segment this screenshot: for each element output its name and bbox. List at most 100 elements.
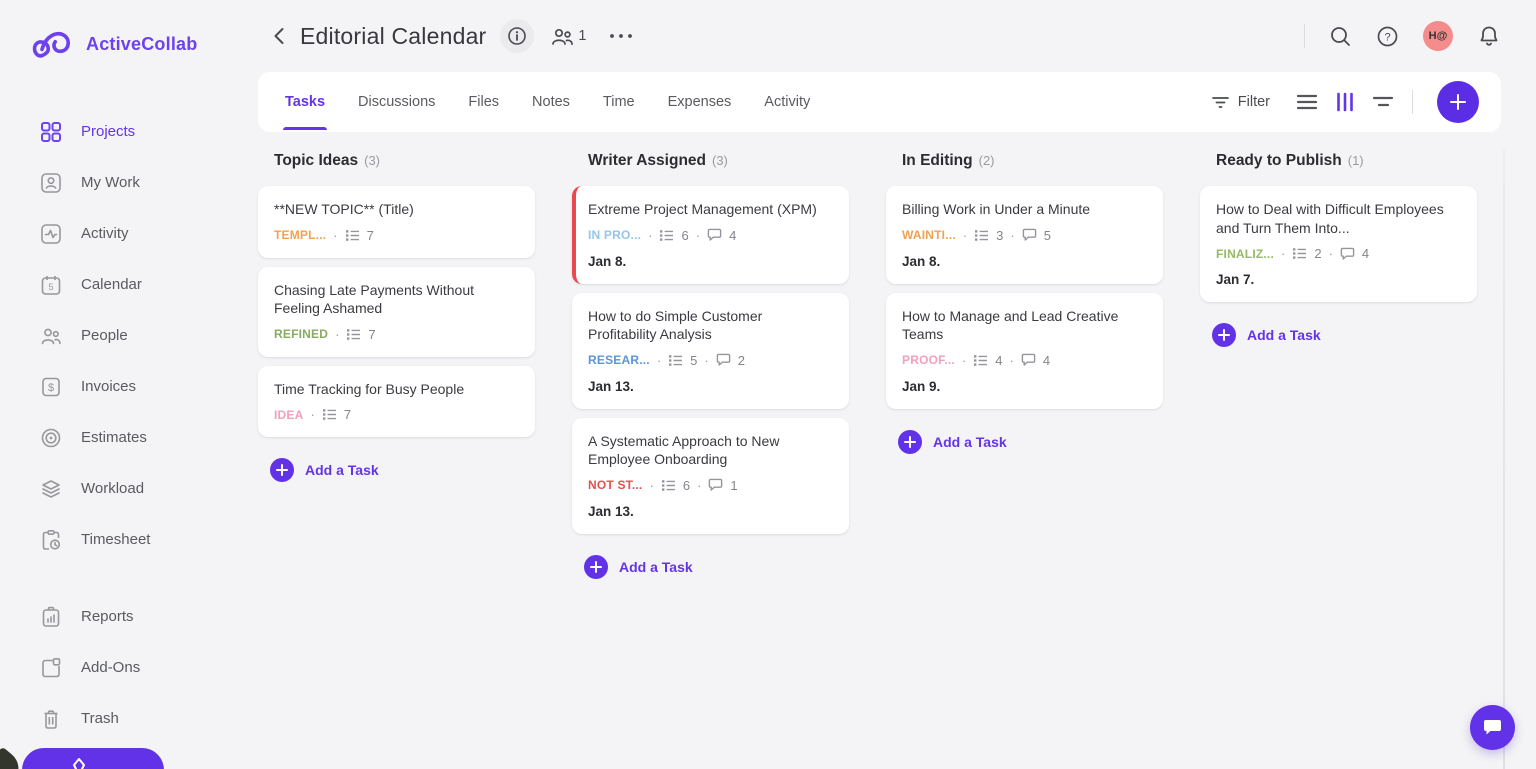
separator: · — [1010, 227, 1015, 243]
column-title: In Editing — [902, 152, 973, 169]
tab-activity[interactable]: Activity — [764, 94, 811, 110]
sidebar-item-projects[interactable]: Projects — [0, 106, 258, 157]
add-button[interactable] — [1437, 81, 1479, 123]
column-header: In Editing (2) — [886, 152, 1163, 170]
task-label: TEMPL... — [274, 228, 327, 242]
separator: · — [335, 326, 340, 342]
task-meta: NOT ST... · 6 · 1 — [588, 478, 833, 493]
sidebar-item-activity[interactable]: Activity — [0, 208, 258, 259]
chat-button[interactable] — [1470, 705, 1515, 750]
help-icon[interactable]: ? — [1376, 25, 1399, 48]
main-content: Editorial Calendar 1 ? H@ — [258, 0, 1501, 579]
sidebar-item-people[interactable]: People — [0, 310, 258, 361]
task-card[interactable]: How to Deal with Difficult Employees and… — [1200, 186, 1477, 302]
notifications-bell-icon[interactable] — [1477, 24, 1501, 48]
more-options-button[interactable] — [609, 33, 633, 39]
board-column-ready-to-publish: Ready to Publish (1) How to Deal with Di… — [1200, 152, 1477, 347]
task-title: Time Tracking for Busy People — [274, 380, 465, 397]
checklist-icon — [659, 228, 674, 243]
sidebar-item-trash[interactable]: Trash — [0, 693, 258, 744]
gem-icon — [66, 757, 92, 769]
board-column-in-editing: In Editing (2) Billing Work in Under a M… — [886, 152, 1163, 454]
subtask-count: 6 — [681, 227, 689, 243]
task-label: IDEA — [274, 407, 304, 422]
task-card[interactable]: **NEW TOPIC** (Title) TEMPL... · 7 — [258, 186, 535, 258]
column-title: Topic Ideas — [274, 152, 359, 169]
sidebar-item-label: Estimates — [81, 429, 147, 446]
tab-notes[interactable]: Notes — [532, 94, 570, 110]
sidebar-item-label: Workload — [81, 480, 145, 497]
add-task-button[interactable]: Add a Task — [898, 429, 1163, 454]
tab-files[interactable]: Files — [468, 94, 500, 110]
task-due-date: Jan 8. — [902, 253, 941, 269]
brand-name: ActiveCollab — [86, 33, 198, 54]
comment-count: 1 — [730, 477, 738, 493]
add-task-label: Add a Task — [619, 558, 693, 575]
separator: · — [697, 477, 702, 493]
upgrade-button[interactable] — [22, 748, 164, 769]
task-card[interactable]: Chasing Late Payments Without Feeling As… — [258, 266, 535, 357]
members-button[interactable]: 1 — [550, 25, 587, 47]
checklist-icon — [668, 353, 683, 368]
task-due-date: Jan 13. — [588, 503, 634, 519]
svg-text:$: $ — [48, 382, 54, 394]
tab-bar: Tasks Discussions Files Notes Time Expen… — [258, 72, 1501, 132]
subtask-count: 6 — [682, 477, 691, 493]
task-meta: TEMPL... · 7 — [274, 228, 519, 243]
tab-expenses[interactable]: Expenses — [667, 94, 732, 110]
checklist-icon — [974, 228, 989, 243]
sidebar-item-label: Calendar — [81, 276, 142, 293]
addon-icon — [40, 657, 62, 679]
sidebar-item-invoices[interactable]: $ Invoices — [0, 361, 258, 412]
sidebar: ActiveCollab Projects My Work Activity 5… — [0, 0, 258, 769]
sidebar-item-label: Add-Ons — [81, 659, 141, 676]
task-card[interactable]: A Systematic Approach to New Employee On… — [572, 417, 849, 534]
board-column-writer-assigned: Writer Assigned (3) Extreme Project Mana… — [572, 152, 849, 579]
subtask-count: 7 — [343, 407, 352, 422]
comment-count: 5 — [1043, 227, 1051, 243]
task-meta: WAINTI... · 3 · 5 — [902, 228, 1147, 243]
grid-icon — [40, 121, 62, 143]
column-title: Ready to Publish — [1216, 152, 1342, 169]
timeline-view-icon[interactable] — [1372, 94, 1394, 110]
sidebar-item-calendar[interactable]: 5 Calendar — [0, 259, 258, 310]
brand[interactable]: ActiveCollab — [0, 0, 258, 64]
tab-time[interactable]: Time — [602, 94, 635, 110]
filter-button[interactable]: Filter — [1211, 94, 1270, 110]
sidebar-item-estimates[interactable]: Estimates — [0, 412, 258, 463]
task-title: Billing Work in Under a Minute — [902, 201, 1091, 217]
plus-icon — [1212, 323, 1236, 347]
checklist-icon — [345, 228, 360, 243]
info-button[interactable] — [500, 19, 535, 53]
separator: · — [656, 352, 662, 368]
task-card[interactable]: Time Tracking for Busy People IDEA · 7 — [258, 365, 535, 437]
add-task-button[interactable]: Add a Task — [584, 554, 849, 579]
sidebar-item-timesheet[interactable]: Timesheet — [0, 514, 258, 565]
tab-tasks[interactable]: Tasks — [282, 74, 328, 130]
sidebar-item-workload[interactable]: Workload — [0, 463, 258, 514]
sidebar-item-my-work[interactable]: My Work — [0, 157, 258, 208]
column-count: (3) — [364, 153, 381, 168]
column-view-icon[interactable] — [1336, 92, 1354, 112]
task-card[interactable]: How to do Simple Customer Profitability … — [572, 292, 849, 409]
separator: · — [333, 227, 338, 243]
add-task-button[interactable]: Add a Task — [1212, 323, 1477, 347]
scrollbar-track[interactable] — [1503, 150, 1505, 769]
sidebar-item-reports[interactable]: Reports — [0, 591, 258, 642]
add-task-button[interactable]: Add a Task — [270, 458, 535, 482]
add-task-label: Add a Task — [1247, 327, 1321, 343]
back-button[interactable] — [266, 23, 292, 49]
sidebar-item-label: Invoices — [81, 378, 137, 395]
column-header: Ready to Publish (1) — [1200, 152, 1477, 170]
task-card[interactable]: Billing Work in Under a Minute WAINTI...… — [886, 186, 1163, 284]
separator: · — [695, 227, 701, 243]
list-view-icon[interactable] — [1296, 94, 1318, 110]
separator: · — [1281, 246, 1286, 261]
task-card[interactable]: Extreme Project Management (XPM) IN PRO.… — [572, 186, 849, 284]
task-due-date: Jan 8. — [588, 253, 627, 269]
avatar[interactable]: H@ — [1423, 21, 1453, 51]
sidebar-item-add-ons[interactable]: Add-Ons — [0, 642, 258, 693]
tab-discussions[interactable]: Discussions — [358, 94, 436, 110]
task-card[interactable]: How to Manage and Lead Creative Teams PR… — [886, 292, 1163, 409]
search-icon[interactable] — [1329, 25, 1352, 48]
